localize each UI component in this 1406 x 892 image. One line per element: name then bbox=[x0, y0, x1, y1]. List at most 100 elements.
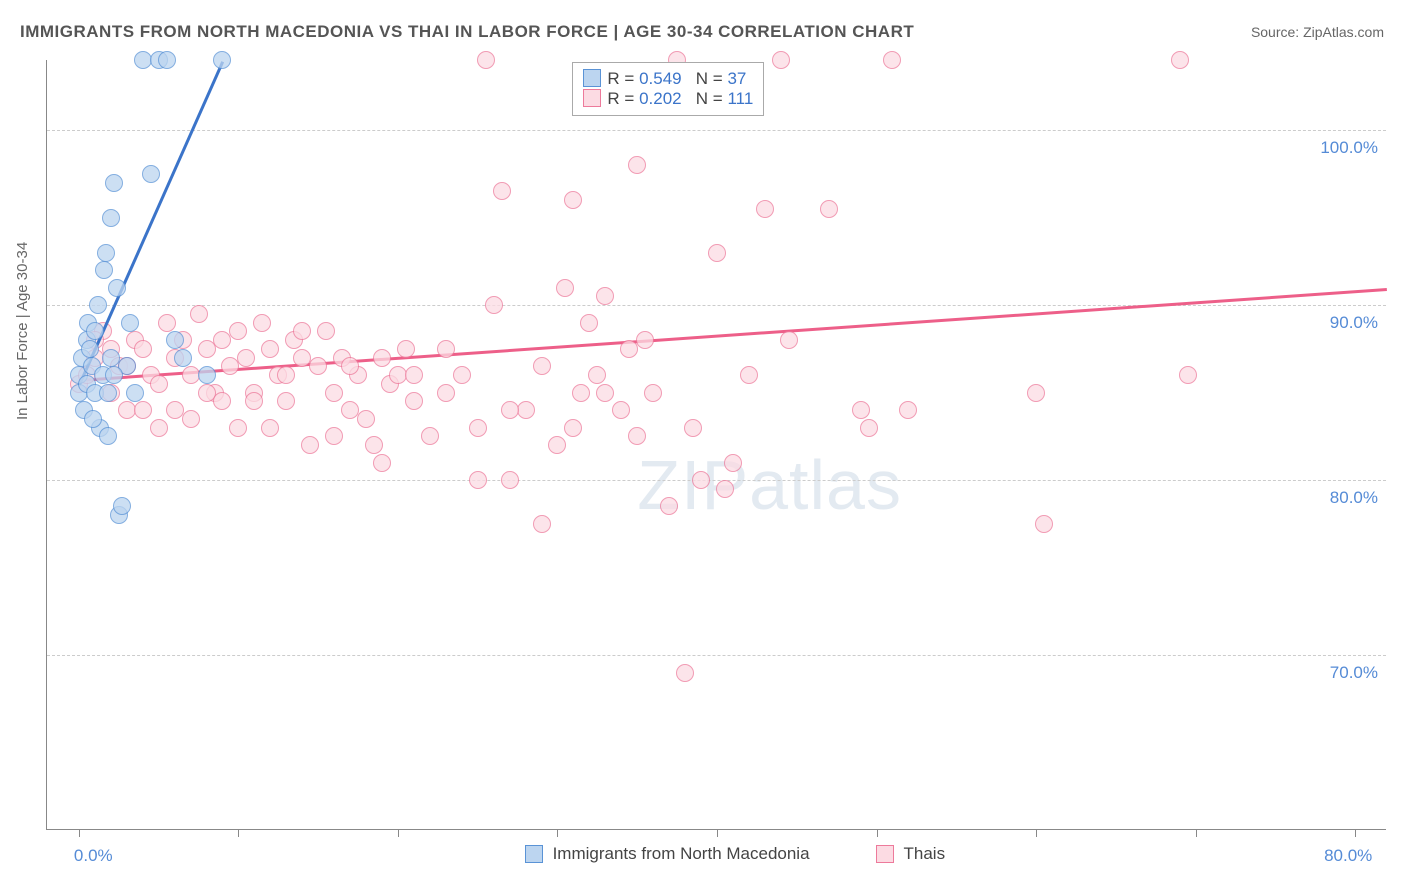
gridline bbox=[47, 655, 1386, 656]
gridline bbox=[47, 480, 1386, 481]
series2-point bbox=[293, 322, 311, 340]
series2-point bbox=[740, 366, 758, 384]
series2-point bbox=[317, 322, 335, 340]
series2-point bbox=[405, 366, 423, 384]
series2-point bbox=[820, 200, 838, 218]
series2-point bbox=[229, 322, 247, 340]
x-axis-tick bbox=[1355, 829, 1356, 837]
gridline bbox=[47, 305, 1386, 306]
series2-point bbox=[517, 401, 535, 419]
series2-point bbox=[780, 331, 798, 349]
x-axis-tick bbox=[557, 829, 558, 837]
series2-point bbox=[716, 480, 734, 498]
n-value-series1: 37 bbox=[727, 69, 746, 88]
series1-point bbox=[89, 296, 107, 314]
gridline bbox=[47, 130, 1386, 131]
series1-point bbox=[81, 340, 99, 358]
y-axis-tick-label: 100.0% bbox=[1320, 138, 1378, 158]
y-axis-title: In Labor Force | Age 30-34 bbox=[14, 242, 31, 420]
x-axis-tick bbox=[1036, 829, 1037, 837]
series2-point bbox=[485, 296, 503, 314]
series1-point bbox=[99, 427, 117, 445]
x-axis-tick bbox=[877, 829, 878, 837]
series2-point bbox=[493, 182, 511, 200]
n-label: N = bbox=[696, 69, 728, 88]
series2-point bbox=[860, 419, 878, 437]
series2-point bbox=[357, 410, 375, 428]
source-label: Source: bbox=[1251, 24, 1303, 40]
series2-point bbox=[325, 427, 343, 445]
series2-point bbox=[564, 419, 582, 437]
series2-point bbox=[628, 156, 646, 174]
x-axis-tick bbox=[398, 829, 399, 837]
series1-point bbox=[84, 410, 102, 428]
series2-point bbox=[724, 454, 742, 472]
series1-point bbox=[158, 51, 176, 69]
series2-point bbox=[596, 287, 614, 305]
series1-point bbox=[213, 51, 231, 69]
series2-point bbox=[684, 419, 702, 437]
series2-point bbox=[501, 401, 519, 419]
x-axis-tick bbox=[238, 829, 239, 837]
series2-point bbox=[556, 279, 574, 297]
series1-point bbox=[105, 174, 123, 192]
plot-area: ZIPatlas 70.0%80.0%90.0%100.0% bbox=[46, 60, 1386, 830]
series2-point bbox=[277, 392, 295, 410]
series2-point bbox=[852, 401, 870, 419]
series2-point bbox=[708, 244, 726, 262]
series1-point bbox=[166, 331, 184, 349]
series2-point bbox=[397, 340, 415, 358]
series1-point bbox=[86, 322, 104, 340]
series2-point bbox=[596, 384, 614, 402]
y-axis-tick-label: 70.0% bbox=[1330, 663, 1378, 683]
legend-row-series1: R = 0.549 N = 37 bbox=[583, 69, 753, 89]
series2-point bbox=[182, 410, 200, 428]
series2-point bbox=[134, 340, 152, 358]
series2-point bbox=[469, 419, 487, 437]
series2-point bbox=[477, 51, 495, 69]
series2-point bbox=[1179, 366, 1197, 384]
series2-point bbox=[373, 349, 391, 367]
series2-point bbox=[588, 366, 606, 384]
x-axis-tick-label: 0.0% bbox=[74, 846, 113, 866]
correlation-legend: R = 0.549 N = 37R = 0.202 N = 111 bbox=[572, 62, 764, 116]
legend-series2: Thais bbox=[876, 844, 946, 864]
series1-point bbox=[105, 366, 123, 384]
series1-point bbox=[198, 366, 216, 384]
series1-point bbox=[108, 279, 126, 297]
series2-point bbox=[1027, 384, 1045, 402]
source-site: ZipAtlas.com bbox=[1303, 24, 1384, 40]
x-axis-tick bbox=[79, 829, 80, 837]
series1-point bbox=[121, 314, 139, 332]
series2-point bbox=[1171, 51, 1189, 69]
series2-point bbox=[277, 366, 295, 384]
legend-series1: Immigrants from North Macedonia bbox=[525, 844, 810, 864]
series1-point bbox=[97, 244, 115, 262]
chart-title: IMMIGRANTS FROM NORTH MACEDONIA VS THAI … bbox=[20, 22, 914, 42]
y-axis-tick-label: 80.0% bbox=[1330, 488, 1378, 508]
series2-point bbox=[636, 331, 654, 349]
series1-point bbox=[95, 261, 113, 279]
r-label: R = bbox=[607, 89, 639, 108]
series2-point bbox=[548, 436, 566, 454]
series1-point bbox=[142, 165, 160, 183]
series2-point bbox=[301, 436, 319, 454]
series2-point bbox=[899, 401, 917, 419]
x-axis-tick bbox=[1196, 829, 1197, 837]
series2-point bbox=[772, 51, 790, 69]
n-label: N = bbox=[696, 89, 728, 108]
series2-point bbox=[190, 305, 208, 323]
series2-point bbox=[341, 357, 359, 375]
legend-swatch-icon bbox=[583, 89, 601, 107]
series2-point bbox=[437, 340, 455, 358]
series2-point bbox=[150, 419, 168, 437]
n-value-series2: 111 bbox=[727, 89, 753, 108]
series2-point bbox=[564, 191, 582, 209]
series2-point bbox=[533, 357, 551, 375]
series2-point bbox=[261, 419, 279, 437]
series2-point bbox=[421, 427, 439, 445]
watermark: ZIPatlas bbox=[637, 445, 902, 525]
series2-point bbox=[437, 384, 455, 402]
series2-point bbox=[692, 471, 710, 489]
x-axis-tick bbox=[717, 829, 718, 837]
